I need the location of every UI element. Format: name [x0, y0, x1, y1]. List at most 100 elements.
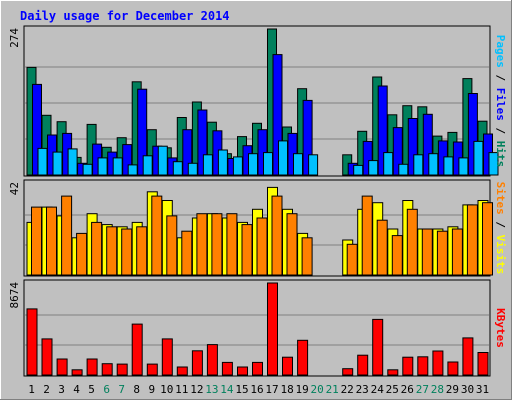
- bar-pages-day-25: [398, 163, 409, 176]
- bar-sites-day-3: [61, 195, 73, 276]
- bar-pages-day-9: [157, 145, 168, 176]
- bar-pages-day-28: [443, 156, 454, 176]
- bar-pages-day-8: [142, 155, 153, 176]
- x-tick-label-3: 3: [58, 383, 65, 396]
- chart-panels: 274 Pages / Files / Hits 42 Sites / Visits 8…: [8, 25, 507, 377]
- bar-kbytes-day-1: [26, 308, 38, 376]
- bar-sites-day-6: [106, 226, 118, 276]
- bar-files-day-19: [302, 99, 313, 176]
- legend-part-0: Pages: [494, 35, 507, 68]
- kbytes-panel: 8674 KBytes: [8, 279, 507, 377]
- bar-sites-day-10: [166, 215, 178, 276]
- bar-kbytes-day-7: [116, 363, 128, 376]
- bar-kbytes-day-29: [447, 361, 459, 376]
- bar-sites-day-28: [436, 230, 448, 276]
- x-tick-label-17: 17: [265, 383, 278, 396]
- bar-sites-day-26: [406, 208, 418, 276]
- bar-sites-day-14: [226, 213, 238, 276]
- bar-files-day-27: [422, 113, 433, 176]
- x-tick-label-19: 19: [295, 383, 308, 396]
- legend-part-2: Visits: [494, 235, 507, 275]
- bar-kbytes-day-10: [161, 338, 173, 376]
- bar-pages-day-15: [248, 153, 258, 176]
- x-tick-label-6: 6: [103, 383, 110, 396]
- bar-kbytes-day-22: [342, 368, 354, 376]
- bar-kbytes-day-4: [71, 369, 83, 376]
- bar-kbytes-day-3: [56, 358, 68, 376]
- bar-kbytes-day-11: [176, 366, 188, 376]
- bar-pages-day-24: [383, 152, 394, 176]
- visits-panel-legend: Sites / Visits: [494, 182, 507, 275]
- bar-pages-day-13: [217, 149, 228, 176]
- bar-files-day-12: [197, 109, 208, 176]
- bar-kbytes-day-15: [237, 366, 248, 376]
- x-tick-label-30: 30: [461, 383, 474, 396]
- bar-pages-day-22: [353, 164, 364, 176]
- bar-pages-day-3: [67, 148, 78, 176]
- bar-sites-day-17: [271, 195, 283, 276]
- x-tick-label-27: 27: [416, 383, 429, 396]
- x-tick-label-11: 11: [175, 383, 188, 396]
- bar-sites-day-12: [196, 213, 208, 276]
- kbytes-panel-legend: KBytes: [494, 308, 507, 348]
- x-tick-label-2: 2: [43, 383, 50, 396]
- bar-sites-day-8: [136, 226, 148, 276]
- bar-pages-day-1: [37, 147, 48, 176]
- bar-pages-day-7: [127, 164, 138, 176]
- bar-files-day-30: [467, 93, 478, 176]
- bar-sites-day-9: [151, 195, 163, 276]
- x-tick-label-16: 16: [250, 383, 263, 396]
- x-tick-label-8: 8: [133, 383, 140, 396]
- bar-kbytes-day-2: [41, 338, 53, 376]
- bar-pages-day-30: [473, 140, 484, 176]
- bar-kbytes-day-16: [252, 361, 263, 376]
- bar-sites-day-29: [451, 228, 463, 276]
- bar-sites-day-13: [211, 213, 223, 276]
- bar-sites-day-23: [361, 195, 373, 276]
- x-tick-label-5: 5: [88, 383, 95, 396]
- bar-sites-day-1: [31, 206, 42, 276]
- x-tick-label-10: 10: [160, 383, 173, 396]
- bar-pages-day-14: [232, 156, 243, 176]
- bar-kbytes-day-24: [372, 318, 384, 376]
- x-tick-label-24: 24: [371, 383, 385, 396]
- chart-title: Daily usage for December 2014: [20, 9, 230, 23]
- x-axis-tick-labels: 1 2 3 4 5 6 7 8 9 10 11 12 13 14 15 16 17 18 19 20 21 22 23 24 2…: [28, 383, 489, 396]
- bar-kbytes-day-12: [191, 350, 203, 376]
- legend-part-0: Sites: [494, 182, 507, 215]
- legend-part-1: /: [494, 68, 507, 88]
- bar-kbytes-day-28: [432, 350, 444, 376]
- x-tick-label-29: 29: [446, 383, 459, 396]
- bar-sites-day-7: [121, 228, 133, 276]
- bar-pages-day-19: [308, 154, 319, 176]
- bar-files-day-26: [407, 118, 418, 176]
- visits-panel: 42 Sites / Visits: [8, 179, 507, 277]
- x-tick-label-14: 14: [220, 383, 234, 396]
- bar-sites-day-24: [376, 219, 388, 276]
- x-tick-label-21: 21: [326, 383, 339, 396]
- bar-kbytes-day-19: [297, 339, 309, 376]
- bar-kbytes-day-27: [417, 356, 429, 376]
- bar-files-day-25: [392, 127, 403, 176]
- bar-sites-day-30: [466, 204, 478, 276]
- bar-kbytes-day-23: [357, 354, 369, 376]
- bar-sites-day-2: [46, 206, 57, 276]
- x-tick-label-12: 12: [190, 383, 203, 396]
- legend-part-1: /: [494, 215, 507, 235]
- bar-pages-day-17: [278, 140, 288, 176]
- bar-sites-day-15: [241, 224, 253, 276]
- legend-part-2: Files: [494, 88, 507, 121]
- bar-sites-day-5: [91, 221, 103, 276]
- x-tick-label-18: 18: [280, 383, 293, 396]
- x-tick-label-28: 28: [431, 383, 444, 396]
- bar-kbytes-day-14: [221, 361, 233, 376]
- bar-pages-day-2: [52, 151, 63, 176]
- bar-pages-day-26: [413, 154, 424, 176]
- bar-kbytes-day-18: [282, 356, 293, 376]
- bar-pages-day-10: [172, 161, 183, 176]
- bar-sites-day-11: [181, 230, 193, 276]
- x-tick-label-15: 15: [235, 383, 248, 396]
- x-tick-label-23: 23: [356, 383, 369, 396]
- bar-pages-day-11: [187, 162, 198, 176]
